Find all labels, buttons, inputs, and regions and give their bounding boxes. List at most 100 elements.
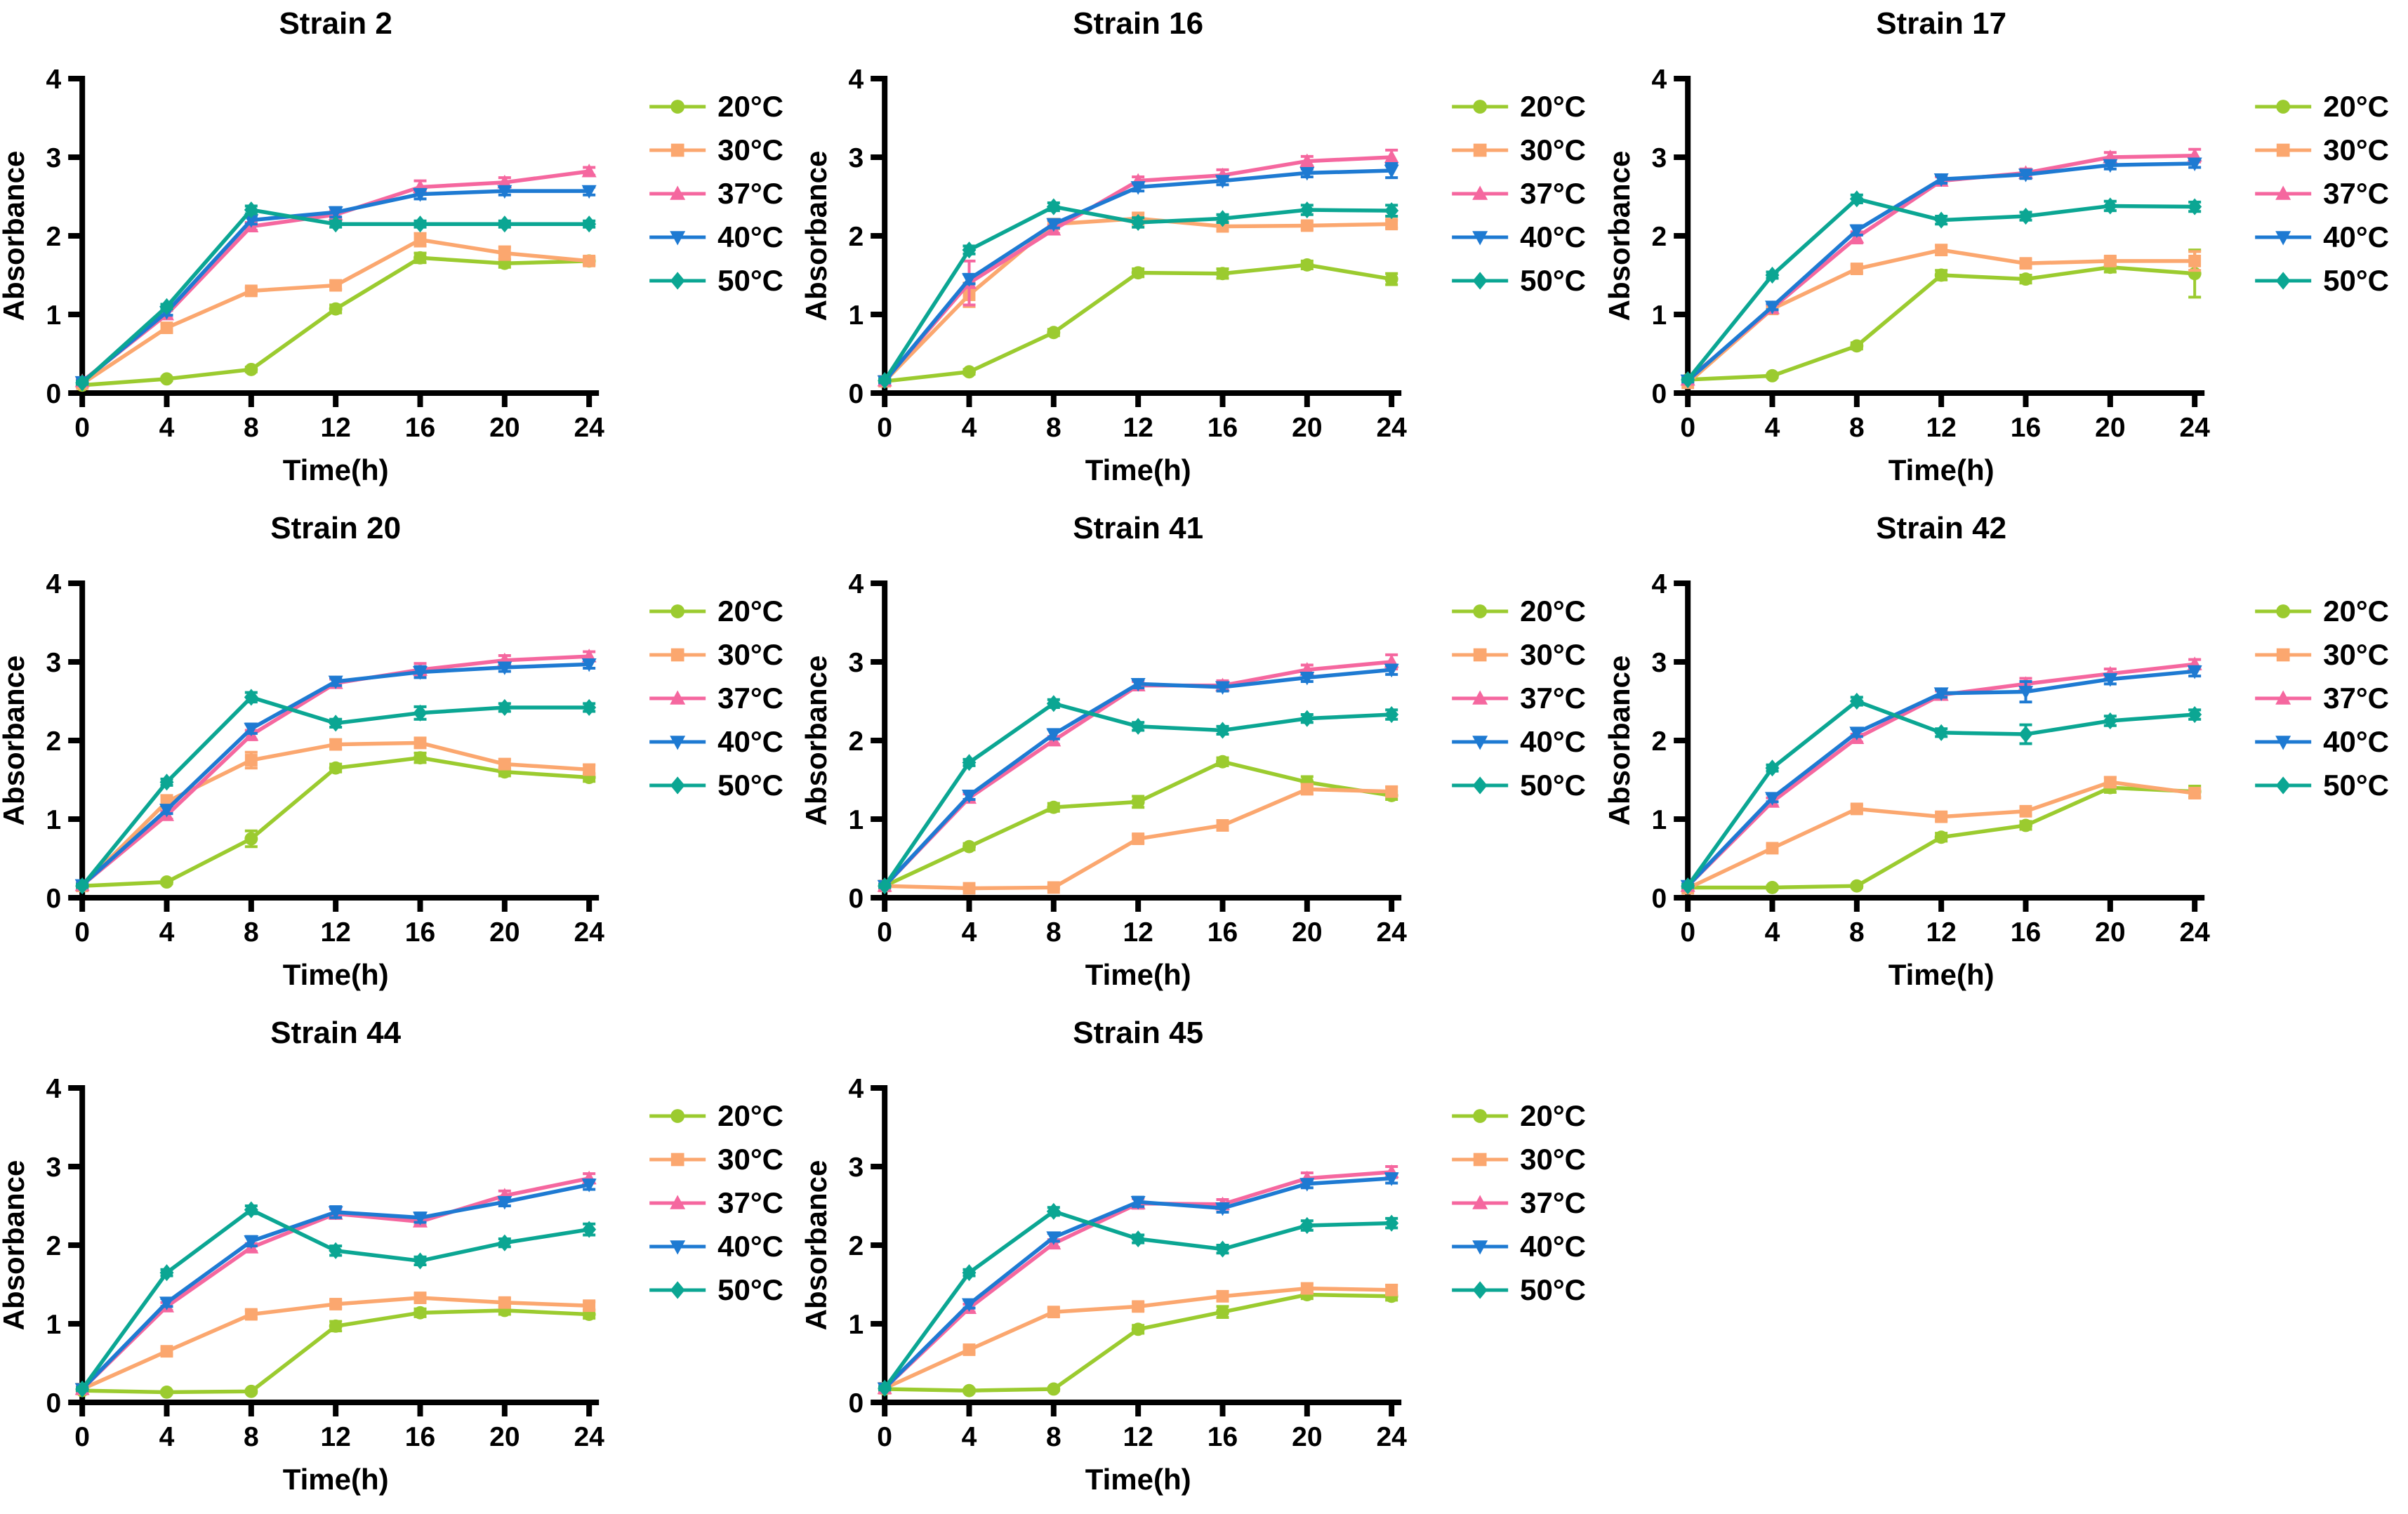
panel-strain-45: Strain 45 0 4 8 12 16 20 24 0 1 2 3 4 Time(h) Absorban…	[802, 1009, 1605, 1514]
triangle-up-marker	[581, 164, 597, 178]
circle-marker	[329, 761, 343, 775]
triangle-down-marker	[670, 1240, 686, 1255]
chart-strain41: Strain 410 4 8 12 16 20 2401234Time(h)Absorban…	[802, 511, 1586, 991]
series-37c	[74, 1170, 597, 1395]
diamond-marker	[329, 715, 343, 732]
diamond-marker	[75, 374, 90, 392]
circle-marker	[1047, 1382, 1061, 1396]
square-marker	[583, 763, 596, 776]
triangle-down-marker	[1046, 218, 1061, 232]
circle-marker	[1473, 100, 1488, 114]
y-tick-label: 1	[1651, 805, 1667, 835]
x-tick-label: 0	[1680, 413, 1695, 443]
chart-title: Strain 45	[1073, 1016, 1204, 1050]
chart-strain42: Strain 420 4 8 12 16 20 2401234Time(h)Absorban…	[1606, 511, 2389, 991]
square-marker	[1766, 842, 1779, 855]
y-tick-label: 2	[1651, 726, 1667, 757]
x-tick-label: 24	[574, 917, 604, 948]
legend-label: 20°C	[2323, 90, 2389, 123]
diamond-marker	[1215, 722, 1230, 739]
diamond-marker	[1131, 1230, 1146, 1248]
legend-label: 40°C	[717, 1230, 783, 1263]
triangle-down-marker	[1384, 164, 1399, 179]
y-tick-label: 0	[849, 1388, 864, 1419]
diamond-marker	[962, 754, 977, 771]
x-tick-label: 4	[962, 1422, 977, 1452]
circle-marker	[962, 1383, 977, 1397]
legend-item-37c: 37°C	[1452, 177, 1586, 210]
series-40c	[877, 1172, 1399, 1396]
square-marker	[2019, 804, 2032, 818]
triangle-up-marker	[2275, 690, 2291, 705]
circle-marker	[2275, 100, 2290, 114]
triangle-down-marker	[1215, 1202, 1231, 1216]
diamond-marker	[159, 773, 174, 791]
x-tick-label: 8	[244, 1422, 259, 1452]
series-50c	[75, 689, 597, 895]
square-marker	[329, 738, 343, 751]
y-tick-label: 4	[1651, 569, 1667, 599]
diamond-marker	[2187, 198, 2202, 215]
chart-strain44: Strain 440 4 8 12 16 20 2401234Time(h)Absorban…	[0, 1016, 783, 1496]
y-tick-label: 3	[46, 1153, 61, 1183]
triangle-up-marker	[2275, 185, 2291, 200]
x-tick-label: 20	[1292, 917, 1322, 948]
legend-item-50c: 50°C	[2254, 264, 2389, 297]
y-tick-label: 2	[46, 222, 61, 252]
series-30c	[878, 1282, 1398, 1395]
y-tick-label: 1	[46, 300, 61, 331]
diamond-marker	[244, 201, 258, 219]
legend-item-50c: 50°C	[2254, 769, 2389, 802]
legend-label: 30°C	[717, 133, 783, 166]
y-axis-label: Absorbance	[0, 656, 30, 826]
legend-item-30c: 30°C	[2254, 133, 2389, 166]
x-tick-label: 8	[244, 917, 259, 948]
chart-strain45: Strain 450 4 8 12 16 20 2401234Time(h)Absorban…	[802, 1016, 1586, 1496]
circle-marker	[1132, 1322, 1145, 1336]
circle-marker	[1047, 800, 1061, 814]
triangle-up-marker	[1472, 690, 1488, 705]
triangle-down-marker	[1046, 1231, 1061, 1245]
legend-item-37c: 37°C	[649, 1186, 783, 1219]
y-tick-label: 2	[849, 222, 864, 252]
triangle-down-marker	[328, 206, 343, 220]
x-tick-label: 12	[320, 1422, 350, 1452]
legend-item-40c: 40°C	[2254, 725, 2389, 758]
legend-label: 37°C	[2323, 177, 2389, 210]
legend-label: 40°C	[717, 725, 783, 758]
diamond-marker	[1473, 1281, 1488, 1299]
square-marker	[1301, 219, 1314, 232]
legend-item-37c: 37°C	[649, 177, 783, 210]
triangle-down-marker	[581, 658, 597, 672]
triangle-down-marker	[962, 790, 977, 804]
diamond-marker	[1765, 266, 1780, 284]
chart-title: Strain 42	[1876, 511, 2006, 545]
series-37c	[74, 164, 597, 387]
x-axis-label: Time(h)	[1085, 453, 1191, 486]
x-tick-label: 4	[159, 413, 175, 443]
triangle-down-marker	[2018, 168, 2033, 182]
x-tick-label: 0	[74, 1422, 90, 1452]
legend-item-50c: 50°C	[1452, 769, 1586, 802]
y-tick-label: 3	[46, 143, 61, 173]
circle-marker	[414, 751, 427, 765]
square-marker	[1474, 648, 1487, 662]
legend-label: 30°C	[717, 638, 783, 671]
series-40c	[877, 663, 1399, 894]
diamond-marker	[413, 1252, 428, 1270]
diamond-marker	[878, 877, 892, 895]
triangle-down-marker	[1764, 300, 1780, 314]
legend-label: 30°C	[1520, 133, 1586, 166]
legend-item-50c: 50°C	[649, 1273, 783, 1306]
diamond-marker	[670, 776, 685, 795]
square-marker	[160, 1345, 173, 1358]
legend-item-37c: 37°C	[2254, 682, 2389, 715]
legend-item-50c: 50°C	[1452, 1273, 1586, 1306]
triangle-down-marker	[2187, 665, 2202, 679]
legend-item-20c: 20°C	[1452, 595, 1586, 627]
y-tick-label: 3	[849, 1153, 864, 1183]
diamond-marker	[878, 372, 892, 390]
y-axis-label: Absorbance	[1606, 151, 1636, 321]
square-marker	[329, 1298, 343, 1310]
